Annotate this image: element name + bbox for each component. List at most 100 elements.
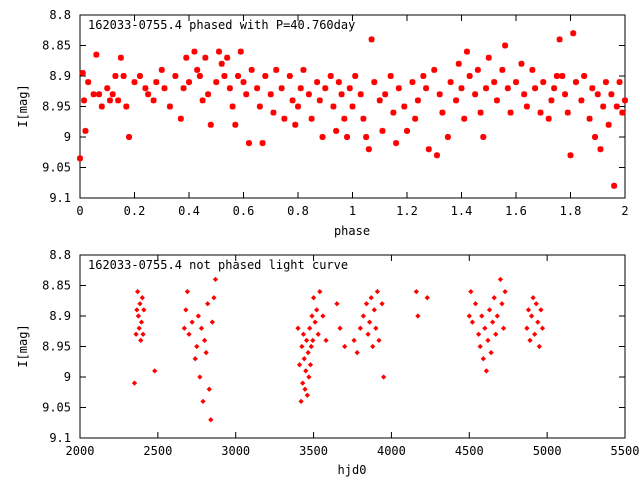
unphased-data-point bbox=[479, 313, 485, 319]
phased-data-point bbox=[556, 36, 563, 43]
unphased-data-point bbox=[314, 307, 320, 313]
unphased-data-point bbox=[306, 374, 312, 380]
phased-data-point bbox=[82, 127, 89, 134]
unphased-data-point bbox=[298, 398, 304, 405]
phased-data-point bbox=[273, 66, 280, 73]
phased-data-point bbox=[85, 79, 92, 86]
unphased-y-tick-label: 8.8 bbox=[49, 248, 71, 262]
phased-data-point bbox=[553, 73, 560, 79]
phased-data-point bbox=[387, 73, 394, 79]
phased-data-point bbox=[453, 97, 460, 104]
phased-data-point bbox=[455, 60, 462, 67]
unphased-data-point bbox=[152, 368, 158, 374]
unphased-data-point bbox=[200, 398, 206, 405]
unphased-data-point bbox=[538, 307, 544, 313]
unphased-data-point bbox=[502, 288, 508, 295]
phased-data-point bbox=[597, 146, 604, 153]
phased-data-point bbox=[382, 91, 389, 98]
phased-data-point bbox=[613, 103, 620, 110]
phased-data-point bbox=[136, 73, 143, 79]
unphased-data-point bbox=[320, 313, 326, 319]
phased-data-point bbox=[150, 97, 157, 104]
phased-data-point bbox=[77, 155, 83, 162]
phased-data-point bbox=[278, 85, 285, 92]
phased-data-point bbox=[316, 97, 323, 104]
phased-data-point bbox=[513, 79, 519, 86]
unphased-data-point bbox=[211, 295, 217, 301]
unphased-data-point bbox=[183, 307, 189, 313]
phased-data-point bbox=[349, 103, 356, 110]
phased-data-point bbox=[262, 73, 269, 79]
unphased-data-point bbox=[415, 313, 421, 319]
unphased-x-tick-label: 5500 bbox=[611, 444, 640, 458]
phased-data-point bbox=[414, 97, 421, 104]
phased-data-point bbox=[360, 115, 367, 122]
phased-x-tick-label: 0 bbox=[76, 204, 83, 218]
phased-x-tick-label: 1.2 bbox=[396, 204, 418, 218]
unphased-data-point bbox=[197, 374, 203, 380]
unphased-data-point bbox=[310, 337, 316, 344]
phased-data-point bbox=[458, 85, 465, 92]
phased-data-point bbox=[79, 69, 86, 76]
phased-data-point bbox=[96, 91, 103, 98]
phased-data-point bbox=[330, 103, 337, 110]
phased-data-point bbox=[578, 97, 585, 104]
phased-data-point bbox=[297, 85, 304, 92]
phased-data-point bbox=[308, 115, 315, 122]
unphased-data-point bbox=[500, 325, 507, 331]
unphased-data-point bbox=[486, 307, 493, 313]
unphased-data-point bbox=[499, 301, 505, 307]
unphased-data-point bbox=[295, 325, 301, 331]
phased-data-point bbox=[559, 73, 566, 79]
phased-data-point bbox=[409, 79, 416, 86]
unphased-x-tick-label: 4000 bbox=[377, 444, 406, 458]
unphased-data-point bbox=[208, 417, 214, 423]
unphased-data-point bbox=[136, 325, 142, 331]
unphased-data-point bbox=[300, 380, 306, 386]
phased-data-point bbox=[248, 66, 255, 73]
phased-y-tick-label: 8.85 bbox=[42, 39, 71, 53]
phased-data-point bbox=[491, 79, 498, 86]
unphased-data-point bbox=[189, 319, 195, 325]
phased-data-point bbox=[183, 54, 190, 61]
unphased-y-tick-label: 8.85 bbox=[42, 279, 71, 293]
phased-data-point bbox=[622, 97, 628, 104]
phased-data-point bbox=[548, 97, 555, 104]
unphased-data-point bbox=[466, 313, 472, 319]
phased-data-point bbox=[502, 42, 509, 49]
phased-data-point bbox=[523, 103, 530, 110]
unphased-data-point bbox=[138, 337, 144, 344]
phased-data-point bbox=[335, 79, 342, 86]
unphased-data-point bbox=[357, 325, 363, 331]
unphased-data-point bbox=[296, 362, 303, 368]
phased-data-point bbox=[521, 91, 528, 98]
phased-x-tick-label: 2 bbox=[621, 204, 628, 218]
unphased-data-point bbox=[194, 343, 200, 350]
phased-x-tick-label: 1.8 bbox=[560, 204, 582, 218]
phased-data-point bbox=[447, 79, 454, 86]
unphased-data-point bbox=[469, 319, 476, 325]
phased-y-tick-label: 9.05 bbox=[42, 161, 71, 175]
phased-data-point bbox=[232, 121, 239, 128]
phased-data-point bbox=[466, 73, 473, 79]
unphased-y-tick-label: 9 bbox=[64, 370, 71, 384]
phased-data-point bbox=[395, 85, 402, 92]
unphased-data-point bbox=[209, 319, 215, 325]
unphased-x-tick-label: 3000 bbox=[221, 444, 250, 458]
unphased-data-point bbox=[140, 331, 146, 337]
phased-data-point bbox=[420, 73, 427, 79]
unphased-data-point bbox=[315, 331, 321, 337]
unphased-data-point bbox=[490, 319, 496, 325]
phased-data-point bbox=[194, 66, 201, 73]
phased-data-point bbox=[376, 97, 383, 104]
phased-y-tick-label: 8.95 bbox=[42, 100, 71, 114]
unphased-axis-ticks: 2000 2500 3000 3500 4000 4500 5000 5500 8.8 8.85 8… bbox=[42, 248, 639, 458]
unphased-data-point bbox=[476, 331, 482, 337]
phased-data-point bbox=[567, 152, 574, 159]
phased-data-point bbox=[537, 109, 544, 116]
phased-data-point bbox=[81, 97, 88, 104]
unphased-data-point bbox=[472, 301, 479, 307]
unphased-data-point bbox=[368, 295, 374, 301]
unphased-data-point bbox=[477, 343, 483, 350]
phased-data-point bbox=[477, 109, 484, 116]
